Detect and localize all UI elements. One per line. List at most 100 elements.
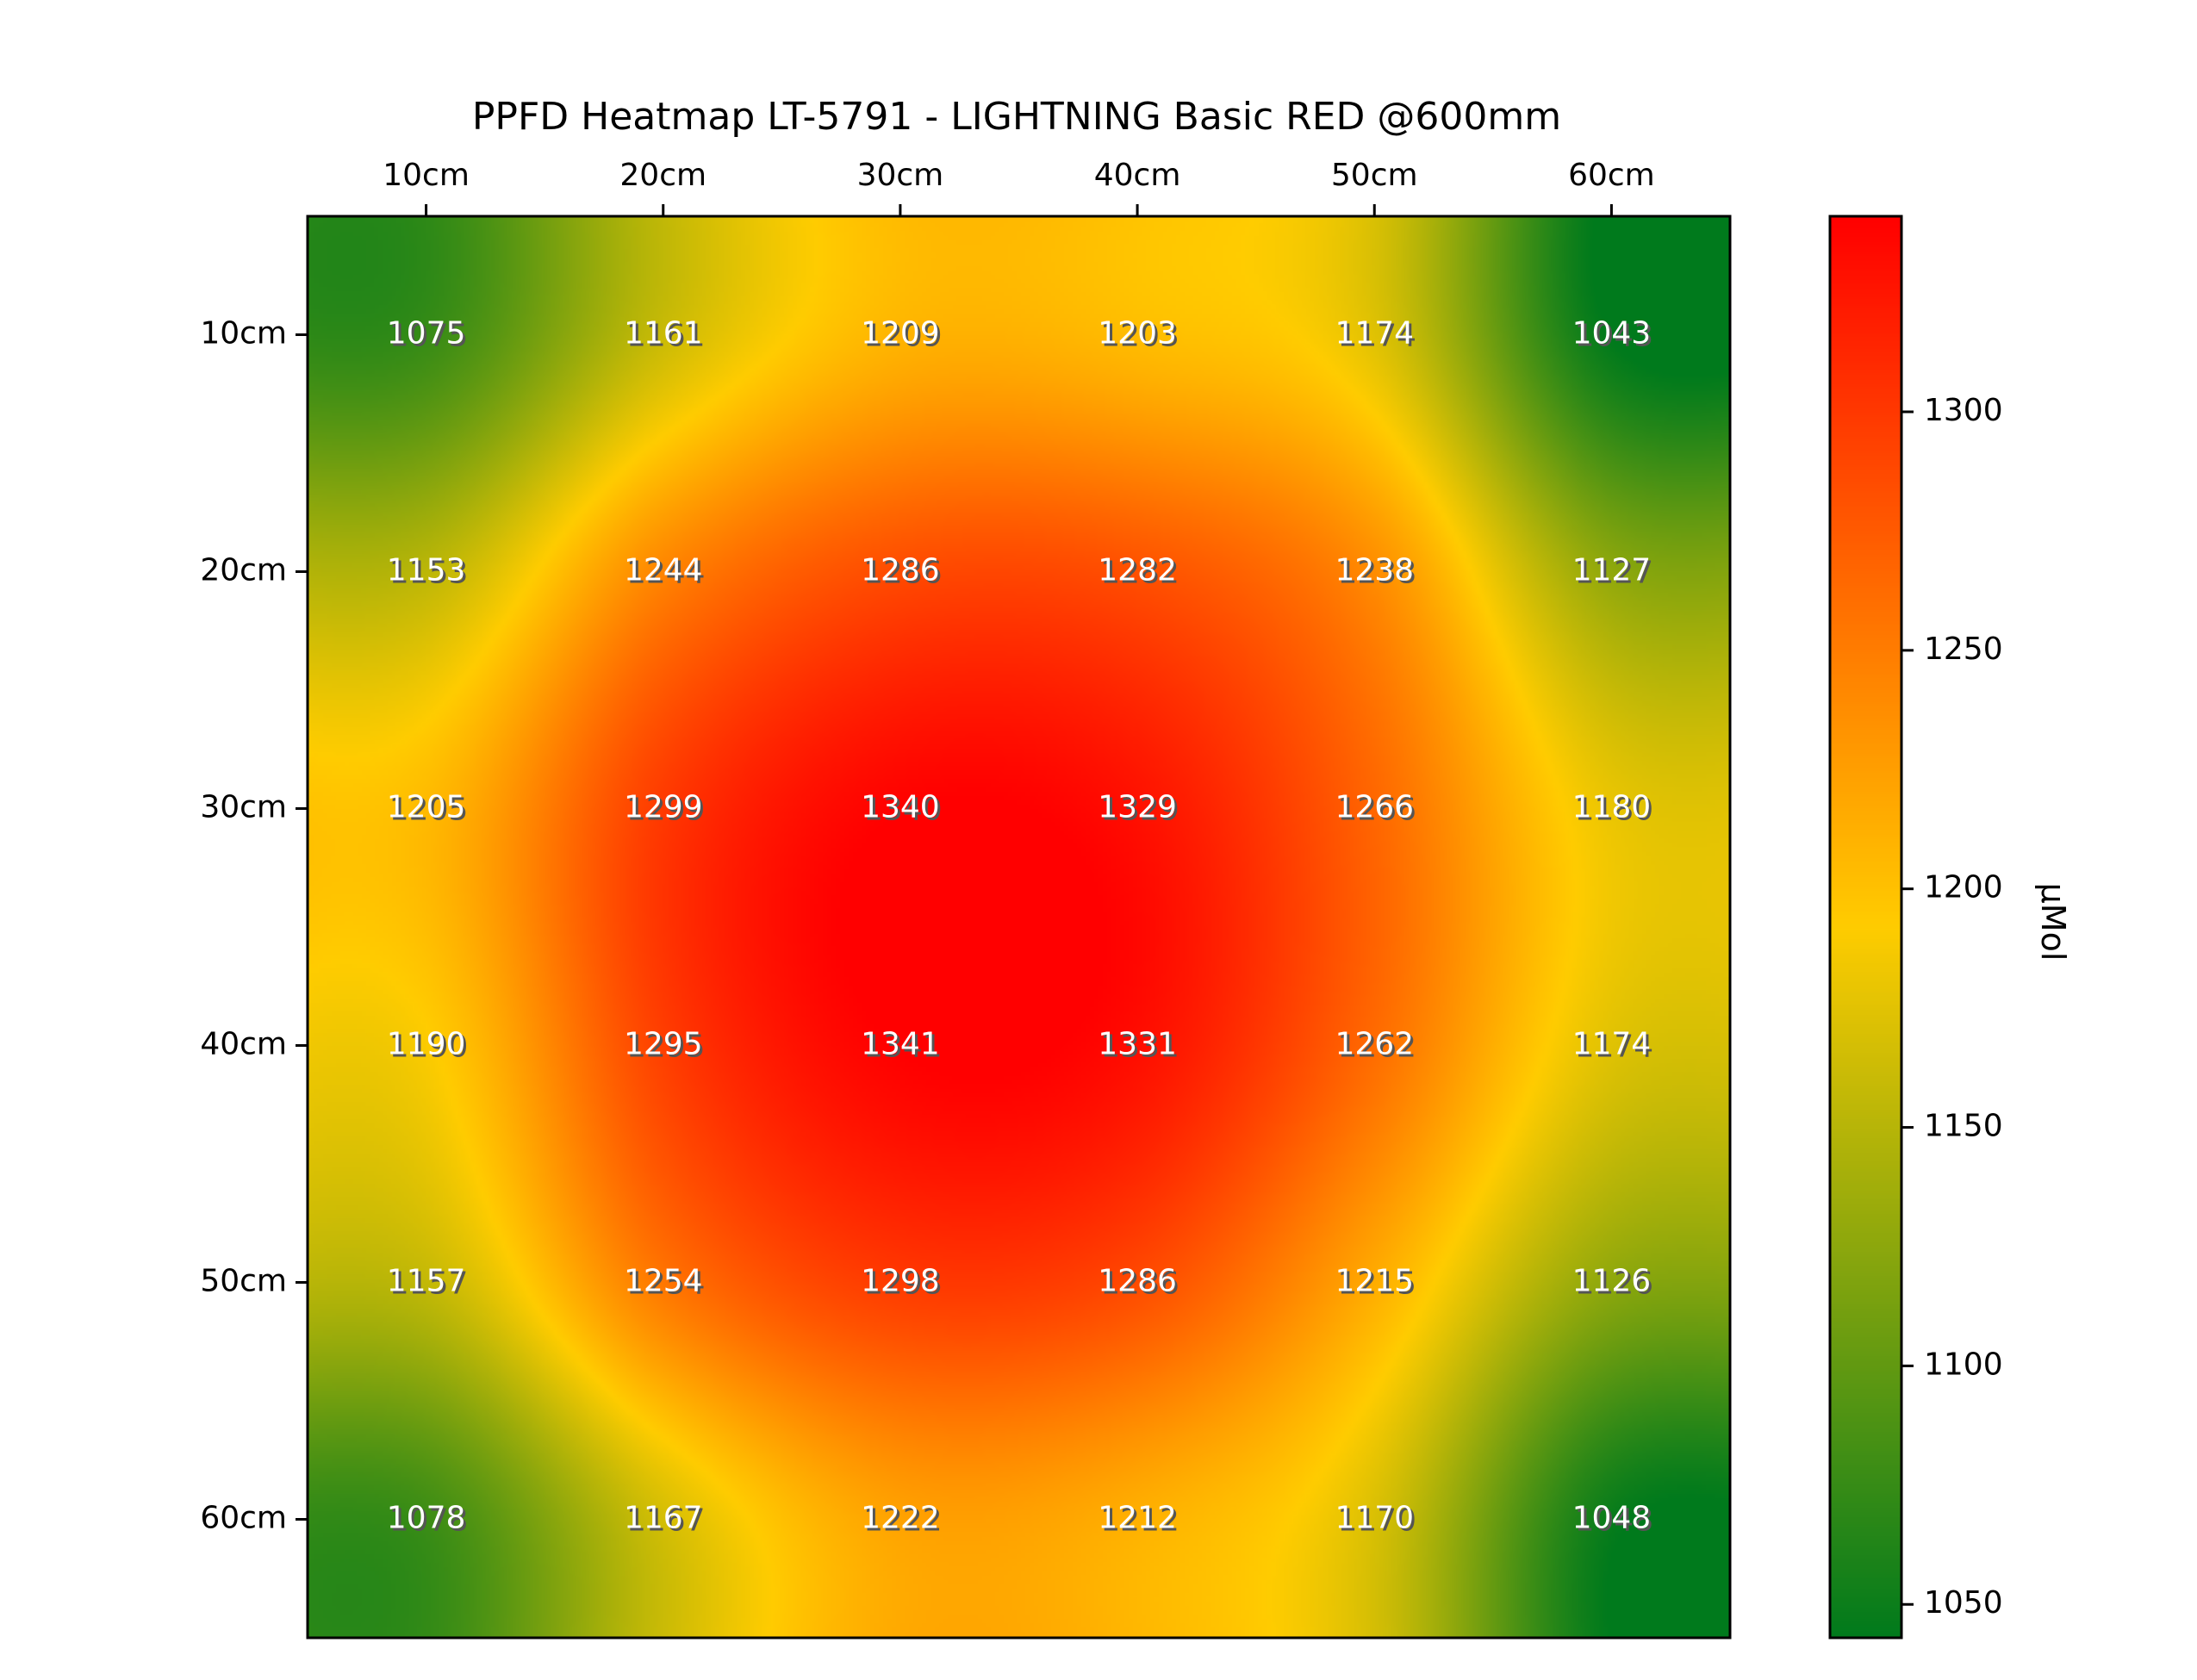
cell-value-label: 1075	[387, 316, 466, 352]
y-tick-label: 10cm	[200, 316, 287, 352]
cell-value-shadow: 1203	[1100, 319, 1179, 354]
y-tick-label: 50cm	[200, 1264, 287, 1299]
colorbar-label: μMol	[2034, 883, 2072, 961]
cell-value-shadow: 1299	[626, 793, 706, 828]
cell-value-label: 1215	[1335, 1264, 1414, 1299]
colorbar-tick-label: 1300	[1924, 393, 2003, 428]
x-tick-label: 40cm	[1094, 158, 1181, 193]
cell-value-label: 1167	[624, 1501, 703, 1536]
cell-value-shadow: 1048	[1575, 1503, 1654, 1539]
cell-value-shadow: 1282	[1100, 556, 1179, 591]
cell-value-shadow: 1043	[1575, 319, 1654, 354]
cell-value-shadow: 1244	[626, 556, 706, 591]
cell-value-label: 1244	[624, 553, 703, 588]
heatmap-image	[308, 216, 1730, 1638]
cell-value-label: 1329	[1098, 790, 1177, 825]
colorbar-ticks: 1050 1100 1150 1200 1250 1300	[1901, 393, 2003, 1621]
cell-value-label: 1266	[1335, 790, 1414, 825]
cell-value-label: 1205	[387, 790, 466, 825]
cell-value-label: 1078	[387, 1501, 466, 1536]
x-tick-label: 20cm	[619, 158, 706, 193]
cell-value-shadow: 1238	[1337, 556, 1416, 591]
cell-value-shadow: 1209	[863, 319, 943, 354]
cell-value-label: 1222	[861, 1501, 940, 1536]
cell-value-shadow: 1340	[863, 793, 943, 828]
cell-value-label: 1341	[861, 1027, 940, 1062]
cell-value-label: 1126	[1572, 1264, 1652, 1299]
cell-value-label: 1174	[1335, 316, 1414, 352]
cell-value-shadow: 1341	[863, 1030, 943, 1065]
cell-value-shadow: 1174	[1575, 1030, 1654, 1065]
cell-value-shadow: 1167	[626, 1503, 706, 1539]
cell-value-label: 1043	[1572, 316, 1652, 352]
x-tick-label: 10cm	[383, 158, 470, 193]
cell-value-shadow: 1286	[1100, 1266, 1179, 1302]
cell-value-shadow: 1126	[1575, 1266, 1654, 1302]
cell-value-shadow: 1329	[1100, 793, 1179, 828]
cell-value-shadow: 1190	[389, 1030, 469, 1065]
colorbar: 1050 1100 1150 1200 1250 1300 μMol	[1828, 215, 2072, 1640]
cell-value-shadow: 1161	[626, 319, 706, 354]
cell-value-label: 1157	[387, 1264, 466, 1299]
cell-value-shadow: 1153	[389, 556, 469, 591]
cell-value-label: 1286	[1098, 1264, 1177, 1299]
chart-title: PPFD Heatmap LT-5791 - LIGHTNING Basic R…	[472, 95, 1561, 139]
cell-value-label: 1262	[1335, 1027, 1414, 1062]
colorbar-tick-label: 1050	[1924, 1585, 2003, 1621]
cell-value-shadow: 1298	[863, 1266, 943, 1302]
cell-value-label: 1153	[387, 553, 466, 588]
cell-value-label: 1203	[1098, 316, 1177, 352]
cell-value-shadow: 1174	[1337, 319, 1416, 354]
cell-value-label: 1190	[387, 1027, 466, 1062]
cell-value-shadow: 1254	[626, 1266, 706, 1302]
colorbar-tick-label: 1100	[1924, 1347, 2003, 1382]
x-axis: 10cm 20cm 30cm 40cm 50cm 60cm	[383, 158, 1655, 216]
cell-value-shadow: 1266	[1337, 793, 1416, 828]
cell-value-shadow: 1205	[389, 793, 469, 828]
cell-value-shadow: 1215	[1337, 1266, 1416, 1302]
colorbar-tick-label: 1150	[1924, 1109, 2003, 1144]
cell-value-label: 1299	[624, 790, 703, 825]
x-tick-label: 50cm	[1331, 158, 1418, 193]
cell-value-shadow: 1222	[863, 1503, 943, 1539]
cell-value-label: 1254	[624, 1264, 703, 1299]
cell-value-shadow: 1212	[1100, 1503, 1179, 1539]
y-tick-label: 30cm	[200, 790, 287, 825]
cell-value-shadow: 1078	[389, 1503, 469, 1539]
colorbar-tick-label: 1250	[1924, 632, 2003, 667]
colorbar-gradient	[1830, 216, 1901, 1638]
cell-value-label: 1238	[1335, 553, 1414, 588]
cell-value-label: 1048	[1572, 1501, 1652, 1536]
cell-value-label: 1286	[861, 553, 940, 588]
cell-value-shadow: 1170	[1337, 1503, 1416, 1539]
cell-value-shadow: 1295	[626, 1030, 706, 1065]
colorbar-frame	[1828, 215, 1903, 1640]
y-tick-label: 40cm	[200, 1027, 287, 1062]
cell-value-label: 1295	[624, 1027, 703, 1062]
y-axis: 10cm 20cm 30cm 40cm 50cm 60cm	[200, 316, 308, 1536]
cell-value-shadow: 1262	[1337, 1030, 1416, 1065]
x-tick-label: 30cm	[857, 158, 944, 193]
cell-value-shadow: 1286	[863, 556, 943, 591]
cell-value-shadow: 1157	[389, 1266, 469, 1302]
cell-value-shadow: 1331	[1100, 1030, 1179, 1065]
cell-value-shadow: 1180	[1575, 793, 1654, 828]
cell-value-label: 1331	[1098, 1027, 1177, 1062]
x-tick-label: 60cm	[1568, 158, 1655, 193]
plot-frame	[306, 215, 1732, 1640]
cell-value-label: 1170	[1335, 1501, 1414, 1536]
y-tick-label: 20cm	[200, 553, 287, 588]
cell-value-label: 1209	[861, 316, 940, 352]
cell-value-label: 1340	[861, 790, 940, 825]
cell-value-label: 1212	[1098, 1501, 1177, 1536]
cell-value-label: 1161	[624, 316, 703, 352]
colorbar-tick-label: 1200	[1924, 870, 2003, 905]
cell-value-label: 1282	[1098, 553, 1177, 588]
cell-value-label: 1174	[1572, 1027, 1652, 1062]
cell-value-shadow: 1075	[389, 319, 469, 354]
cell-value-label: 1298	[861, 1264, 940, 1299]
y-tick-label: 60cm	[200, 1501, 287, 1536]
